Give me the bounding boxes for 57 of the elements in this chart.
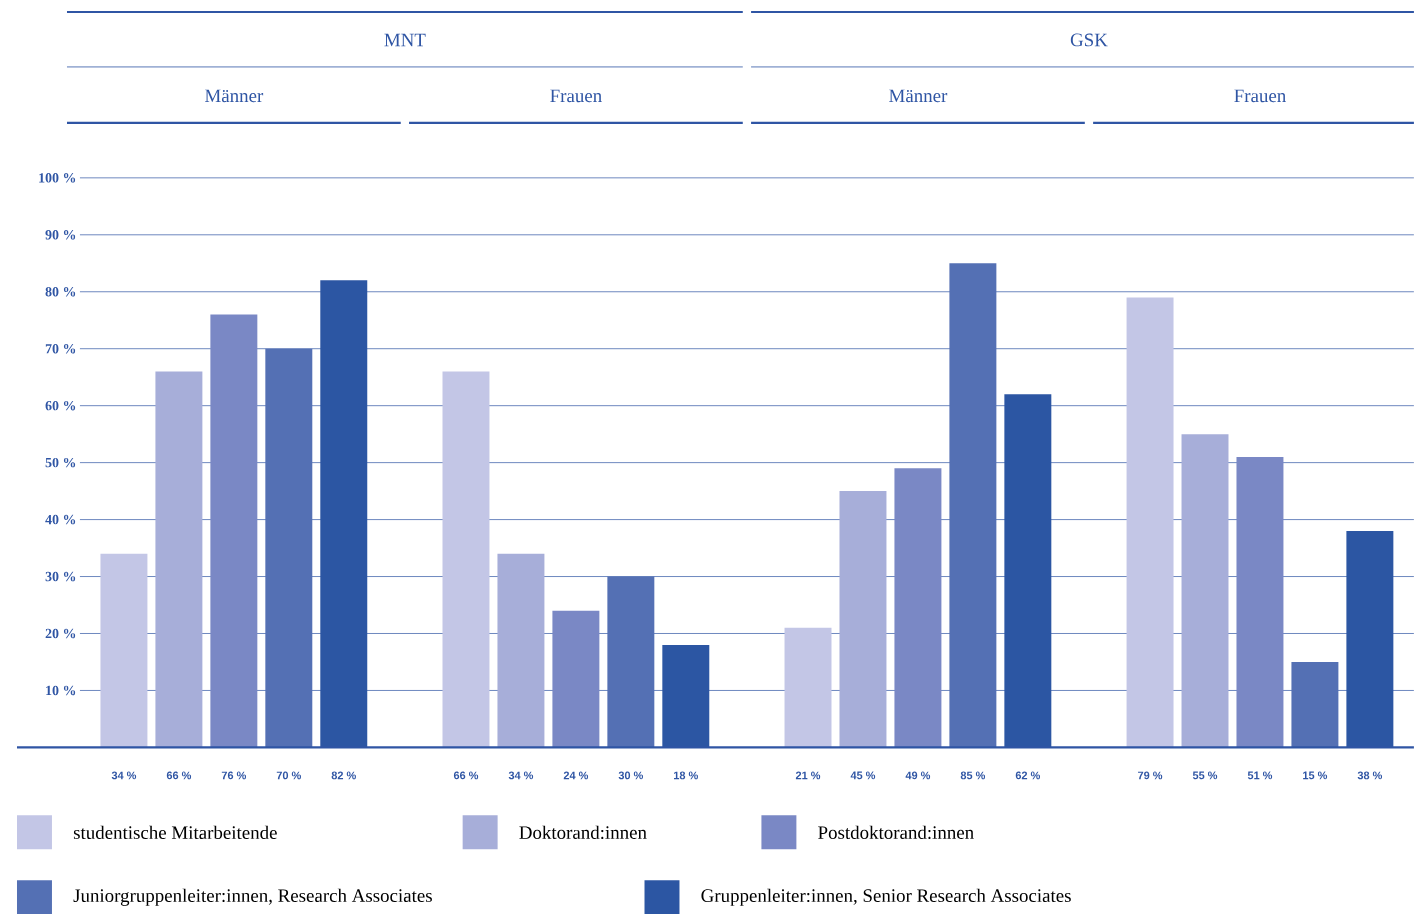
legend-label: Postdoktorand:innen — [818, 825, 974, 839]
x-tick-label: Frauen — [550, 89, 602, 103]
data-label: 66 % — [166, 771, 192, 780]
bar — [839, 490, 887, 748]
data-label: 34 % — [111, 771, 137, 780]
bar — [607, 576, 655, 748]
bar — [1126, 297, 1174, 748]
y-tick-label: 10 % — [46, 685, 76, 696]
bar — [894, 468, 942, 748]
y-tick-label: 50 % — [45, 457, 76, 468]
y-tick-label: 20 % — [45, 628, 76, 639]
data-label: 66 % — [453, 771, 479, 780]
x-tick-label: Frauen — [1234, 89, 1286, 103]
y-tick-label: 90 % — [45, 229, 76, 240]
bar — [552, 610, 600, 748]
bar — [155, 371, 203, 748]
data-label: 49 % — [905, 771, 931, 780]
data-label: 85 % — [960, 771, 986, 780]
data-label: 79 % — [1138, 771, 1163, 780]
y-tick-label: 70 % — [45, 343, 76, 354]
data-label: 24 % — [563, 771, 589, 780]
bar — [949, 263, 997, 748]
y-tick-label: 100 % — [39, 172, 76, 183]
data-label: 30 % — [618, 771, 644, 780]
data-label: 55 % — [1192, 771, 1218, 780]
text: GSK — [1070, 33, 1108, 47]
data-label: 45 % — [850, 771, 876, 780]
x-tick-label: Männer — [205, 89, 264, 103]
bar — [497, 553, 545, 748]
text: MNT — [384, 33, 426, 47]
y-tick-label: 60 % — [45, 400, 76, 411]
bar — [100, 553, 148, 748]
legend-label: Juniorgruppenleiter:innen, Research Associates — [73, 888, 432, 906]
bar — [1291, 661, 1339, 748]
data-label: 76 % — [221, 771, 247, 780]
y-tick-label: 30 % — [45, 571, 76, 582]
data-label: 70 % — [276, 771, 301, 780]
legend-label: Gruppenleiter:innen, Senior Research Associates — [701, 888, 1071, 906]
y-tick-label: 80 % — [45, 286, 76, 297]
data-label: 82 % — [331, 771, 356, 780]
data-label: 15 % — [1303, 771, 1328, 780]
data-label: 38 % — [1357, 771, 1383, 780]
bar — [1236, 456, 1284, 748]
y-tick-label: 40 % — [45, 514, 76, 525]
x-tick-label: Männer — [889, 89, 948, 103]
bar — [1181, 434, 1229, 748]
data-label: 21 % — [795, 771, 821, 780]
data-label: 51 % — [1247, 771, 1273, 780]
data-label: 34 % — [508, 771, 534, 780]
legend-label: studentische Mitarbeitende — [73, 825, 277, 839]
bar — [210, 314, 258, 748]
legend-label: Doktorand:innen — [519, 825, 647, 839]
data-label: 18 % — [674, 771, 698, 780]
data-label: 62 % — [1015, 771, 1041, 780]
bar — [442, 371, 490, 748]
bar — [784, 627, 832, 748]
bar — [265, 348, 313, 748]
